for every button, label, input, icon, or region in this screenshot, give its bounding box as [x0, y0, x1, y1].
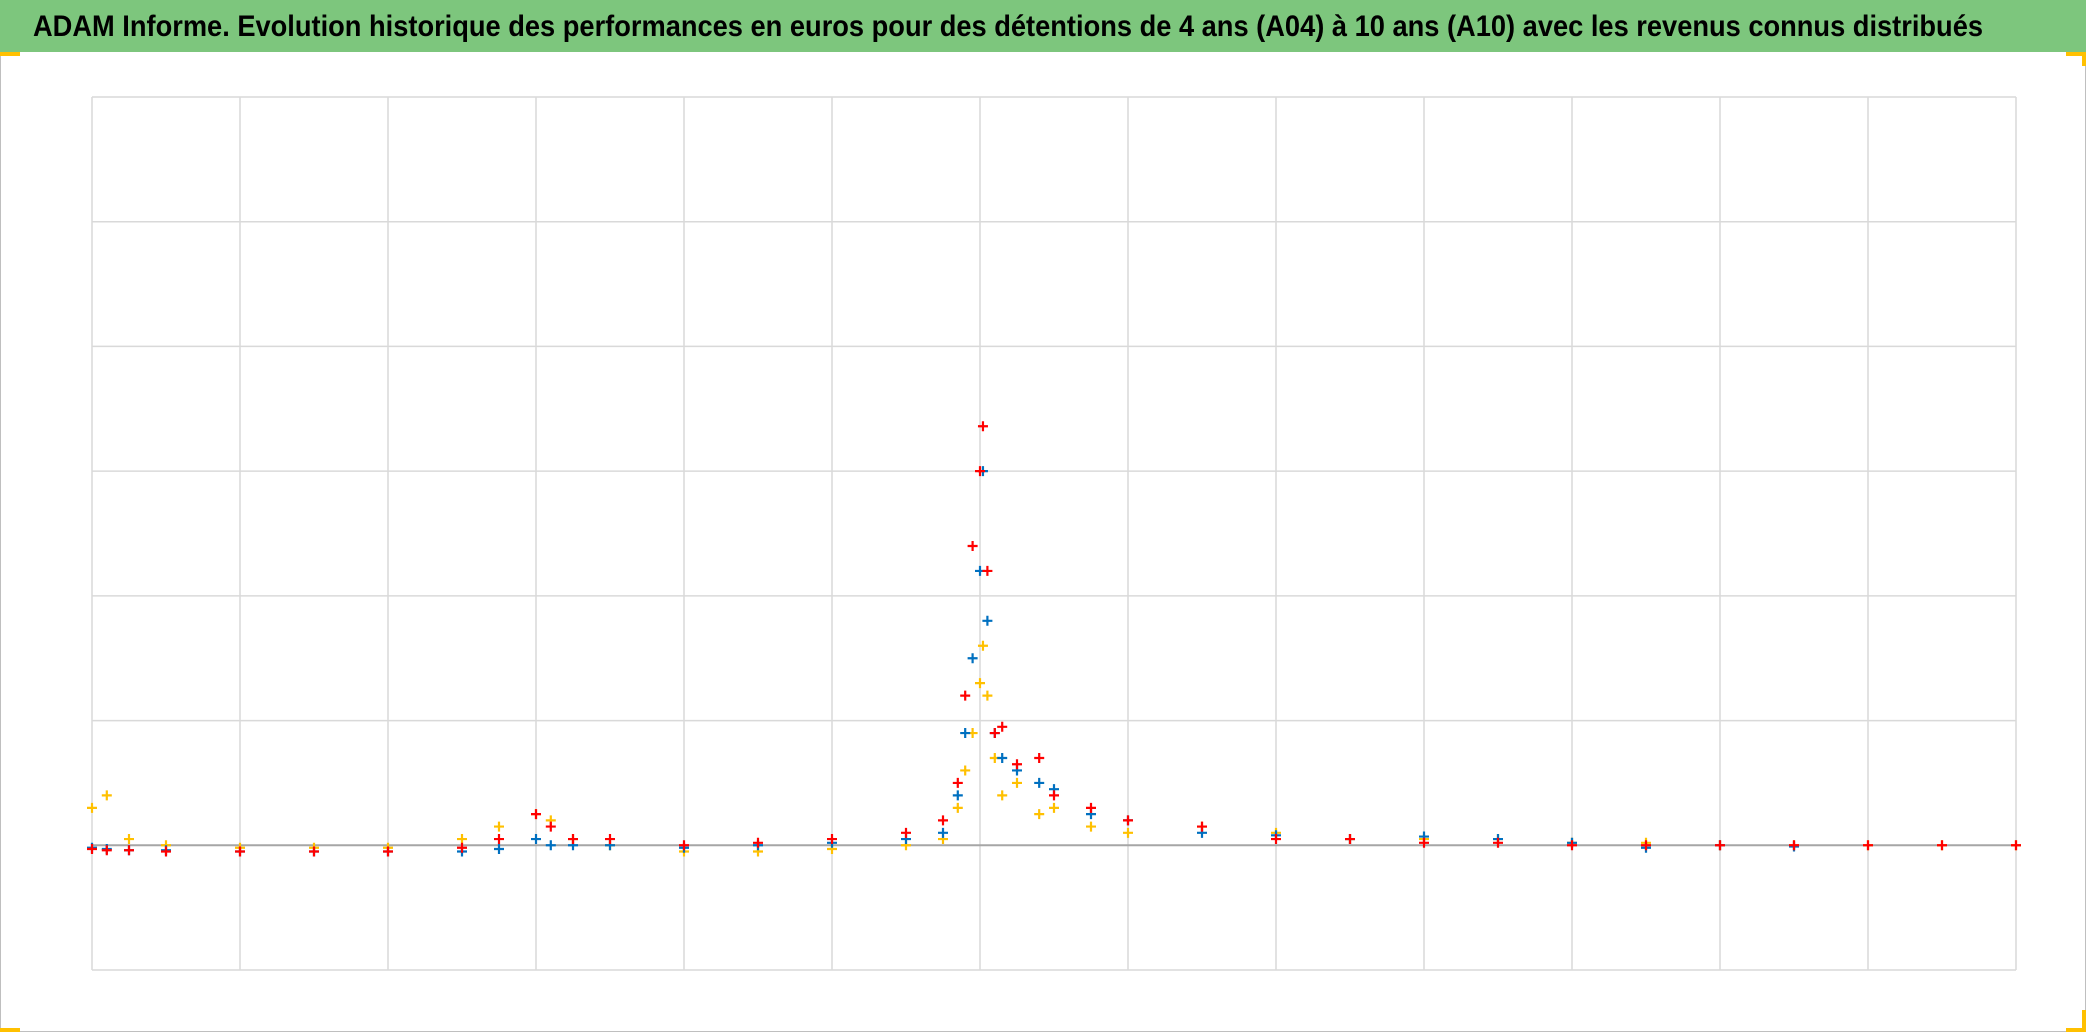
point	[1715, 840, 1725, 851]
point	[982, 565, 993, 576]
point	[457, 842, 467, 853]
point	[938, 827, 948, 838]
point	[938, 815, 948, 826]
point	[531, 834, 541, 845]
point	[977, 640, 988, 651]
point	[235, 846, 245, 857]
point	[1863, 840, 1873, 851]
point	[982, 615, 993, 626]
point	[1123, 827, 1133, 838]
point	[977, 421, 988, 432]
point	[545, 840, 556, 851]
chart-title: ADAM Informe. Evolution historique des p…	[33, 10, 1983, 43]
point	[605, 834, 615, 845]
point	[1345, 834, 1355, 845]
point	[960, 765, 971, 776]
title-bar	[0, 0, 2086, 52]
point	[1271, 834, 1281, 845]
point	[1086, 802, 1096, 813]
corner-mark	[2082, 1010, 2086, 1032]
point	[967, 540, 978, 551]
point	[101, 790, 112, 801]
point	[161, 846, 171, 857]
corner-mark	[0, 52, 20, 56]
point	[989, 728, 1000, 739]
point	[1789, 840, 1799, 851]
point	[568, 834, 578, 845]
point	[1419, 837, 1429, 848]
point	[87, 802, 97, 813]
point	[1493, 837, 1503, 848]
point	[1567, 840, 1577, 851]
point	[1086, 821, 1096, 832]
point	[383, 846, 393, 857]
point	[901, 827, 911, 838]
point	[1049, 802, 1059, 813]
point	[952, 802, 963, 813]
point	[124, 845, 134, 856]
point	[997, 721, 1008, 732]
point	[1197, 821, 1207, 832]
point	[975, 678, 985, 689]
point	[952, 790, 963, 801]
point	[1034, 752, 1045, 763]
point	[494, 834, 504, 845]
point	[753, 837, 763, 848]
point	[2011, 840, 2021, 851]
point	[1012, 777, 1022, 788]
point	[1123, 815, 1133, 826]
point	[952, 777, 963, 788]
point	[494, 821, 504, 832]
point	[960, 728, 971, 739]
point	[309, 846, 319, 857]
corner-mark	[2066, 1028, 2086, 1032]
point	[1034, 809, 1045, 820]
point	[531, 809, 541, 820]
corner-mark	[2082, 52, 2086, 66]
point	[1641, 840, 1651, 851]
grid	[91, 96, 2017, 971]
point	[960, 690, 971, 701]
corner-mark	[0, 1028, 20, 1032]
point	[545, 821, 556, 832]
point	[1012, 759, 1022, 770]
corner-mark	[2066, 52, 2086, 56]
point	[679, 840, 689, 851]
point	[1937, 840, 1947, 851]
point	[997, 752, 1008, 763]
point	[457, 834, 467, 845]
point	[982, 690, 993, 701]
point	[827, 834, 837, 845]
point	[87, 844, 97, 855]
point	[494, 844, 504, 855]
plot	[87, 421, 2021, 857]
point	[1049, 790, 1059, 801]
point	[975, 466, 985, 477]
point	[997, 790, 1008, 801]
point	[101, 845, 112, 856]
point	[1034, 777, 1045, 788]
point	[124, 834, 134, 845]
point	[967, 653, 978, 664]
